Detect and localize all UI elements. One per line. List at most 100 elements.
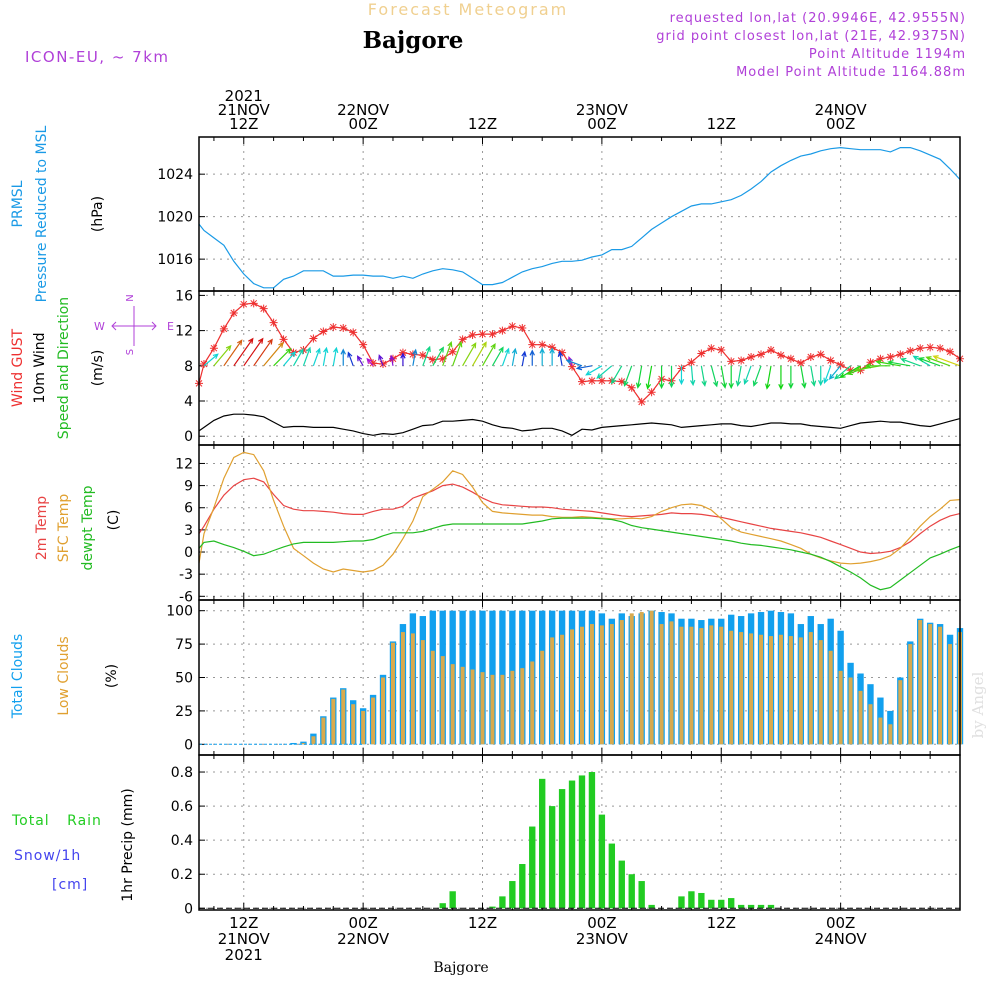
top-time-label: 23NOV (576, 101, 629, 119)
top-time-label: 22NOV (337, 101, 390, 119)
wind-arrow (389, 354, 395, 366)
wind-arrow (481, 342, 496, 367)
wind-arrow (356, 355, 364, 367)
series-10m-wind (198, 413, 961, 436)
gust-marker (488, 330, 497, 339)
gust-marker (906, 346, 915, 355)
low-cloud-bar (898, 680, 903, 745)
requested-coords: requested lon,lat (20.9946E, 42.9555N) (670, 11, 966, 26)
gust-marker (309, 334, 318, 343)
y-tick-label: 1024 (157, 167, 193, 183)
rain-bar (529, 826, 536, 909)
label-speed-direction: Speed and Direction (56, 297, 72, 439)
wind-arrow (854, 365, 881, 373)
label-total-clouds: Total Clouds (10, 634, 26, 719)
top-time-label: 00Z (587, 115, 616, 133)
gust-marker (617, 377, 626, 386)
compass-w: W (94, 320, 105, 333)
wind-arrow (378, 354, 384, 367)
low-cloud-bar (739, 632, 744, 745)
wind-arrow (511, 347, 518, 366)
rain-bar (767, 904, 775, 909)
wind-arrow (720, 365, 728, 389)
rain-bar (578, 775, 586, 909)
wind-arrow (491, 346, 504, 367)
wind-arrow (875, 359, 901, 367)
rain-bar (618, 860, 625, 909)
low-cloud-bar (798, 637, 803, 745)
unit-mm: 1hr Precip (mm) (120, 788, 136, 901)
top-time-label: 00Z (826, 115, 855, 133)
wind-arrow (263, 341, 284, 367)
unit-c: (C) (106, 510, 122, 531)
low-cloud-bar (629, 613, 634, 745)
gust-marker (776, 351, 785, 360)
top-time-label: 12Z (707, 115, 736, 133)
footer-location: Bajgore (433, 960, 488, 976)
low-cloud-bar (331, 698, 336, 745)
panel-frame (198, 136, 961, 292)
watermark: by Angel (969, 671, 987, 738)
wind-arrow (611, 365, 623, 385)
series-sfc-temp (198, 451, 961, 573)
wind-arrow (322, 346, 329, 366)
low-cloud-bar (570, 629, 575, 745)
label-total-rain: Total Rain (11, 813, 102, 829)
low-cloud-bar (878, 717, 883, 745)
rain-bar (439, 903, 446, 909)
gust-marker (359, 340, 368, 349)
rain-bar (539, 778, 546, 909)
low-cloud-bar (609, 624, 614, 745)
label-prmsl: PRMSL (10, 180, 26, 227)
low-cloud-bar (888, 724, 893, 745)
bottom-time-label: 12Z (229, 914, 258, 932)
low-cloud-bar (868, 704, 873, 745)
low-cloud-bar (589, 624, 594, 745)
low-cloud-bar (928, 624, 933, 745)
wind-arrow (565, 359, 583, 367)
wind-arrow (635, 365, 643, 389)
gust-marker (876, 354, 885, 363)
y-tick-label: 75 (175, 637, 193, 653)
gust-marker (229, 309, 238, 317)
gust-marker (468, 331, 477, 339)
y-tick-label: 0 (184, 737, 193, 753)
wind-arrow (312, 347, 321, 367)
label-2m-temp: 2m Temp (34, 496, 50, 560)
wind-arrow (743, 365, 752, 385)
gust-marker (806, 353, 815, 361)
label-sfc-temp: SFC Temp (56, 494, 72, 563)
low-cloud-bar (788, 636, 793, 745)
compass-rose (111, 306, 157, 346)
gust-marker (796, 359, 805, 368)
gust-marker (279, 335, 288, 344)
low-cloud-bar (709, 625, 714, 745)
panel-wind: 0 4 8 12 16 (175, 288, 964, 446)
wind-arrow (400, 352, 406, 366)
low-cloud-bar (808, 632, 813, 745)
top-time-label: 2021 (225, 87, 263, 105)
low-cloud-bar (371, 697, 376, 745)
y-tick-label: 0.4 (171, 833, 193, 849)
low-cloud-bar (351, 704, 356, 745)
wind-arrow (292, 348, 304, 367)
low-cloud-bar (480, 672, 485, 745)
wind-arrow (302, 346, 312, 367)
y-tick-label: 9 (184, 479, 193, 495)
wind-arrow (472, 341, 487, 367)
wind-arrow (887, 360, 911, 367)
gust-marker (836, 360, 845, 369)
bottom-time-label: 12Z (468, 914, 497, 932)
y-tick-label: 0 (184, 429, 193, 445)
low-cloud-bar (749, 633, 754, 745)
model-altitude: Model Point Altitude 1164.88m (736, 65, 966, 80)
rain-bar (548, 806, 556, 909)
low-cloud-bar (301, 742, 306, 745)
gust-marker (916, 344, 925, 353)
gust-marker (239, 300, 248, 309)
label-dewpt-temp: dewpt Temp (80, 485, 96, 570)
wind-arrow (273, 347, 292, 367)
rain-bar (489, 906, 496, 909)
unit-hpa: (hPa) (90, 196, 106, 232)
gust-marker (866, 358, 875, 367)
